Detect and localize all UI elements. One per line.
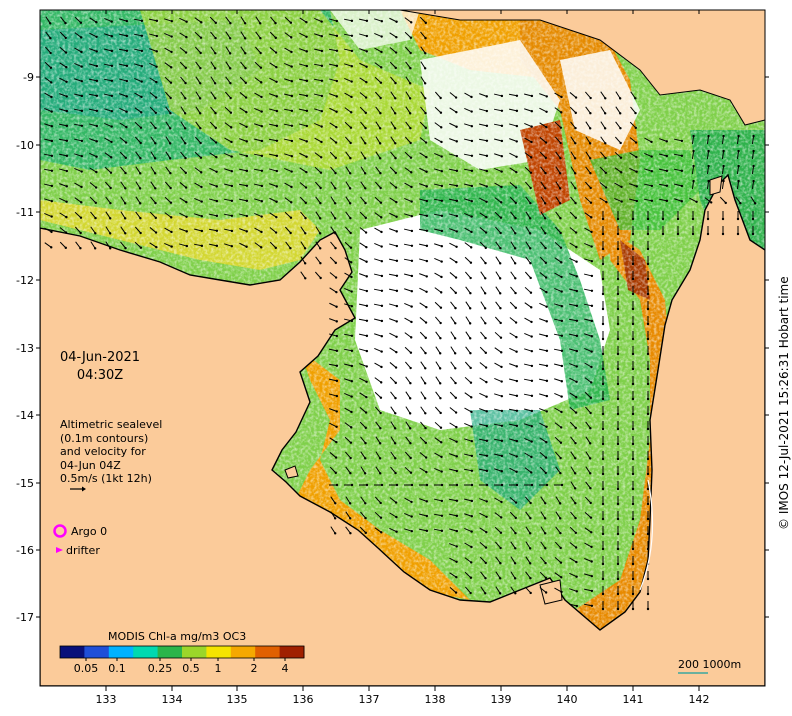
colorbar-tick-label: 0.05 [74,662,99,675]
longitude-tick-label: 137 [359,693,380,706]
latitude-tick-label: -17 [16,611,34,624]
latitude-tick-label: -9 [23,71,34,84]
latitude-tick-label: -14 [16,409,34,422]
velocity-arrows [43,16,757,611]
colorbar-tick-label: 0.1 [108,662,126,675]
latitude-axis: -9 -10 -11 -12 -13 -14 -15 -16 -17 [16,71,769,624]
map-date: 04-Jun-2021 [60,350,141,365]
velocity-line: Altimetric sealevel [60,418,163,431]
velocity-line: and velocity for [60,445,146,458]
colorbar-swatch [133,646,159,658]
colorbar-tick-label: 2 [251,662,258,675]
longitude-tick-label: 135 [227,693,248,706]
colorbar-swatch [182,646,207,658]
colorbar: 0.05 0.1 0.25 0.5 1 2 4 [59,645,305,675]
map-datetime: 04-Jun-2021 04:30Z [60,349,140,385]
colorbar-swatch [230,646,256,658]
longitude-tick-label: 133 [96,693,117,706]
latitude-tick-label: -13 [16,342,34,355]
drifter-icon [56,547,63,553]
longitude-tick-label: 136 [293,693,314,706]
longitude-tick-label: 141 [623,693,644,706]
velocity-line: (0.1m contours) [60,431,149,445]
latitude-tick-label: -12 [16,274,34,287]
argo-label: Argo 0 [71,525,108,538]
colorbar-swatch [206,646,232,658]
longitude-tick-label: 134 [162,693,183,706]
colorbar-tick-label: 4 [282,662,289,675]
colorbar-swatch [84,646,110,658]
credit-text: © IMOS 12-Jul-2021 15:26:31 Hobart time [777,276,791,530]
latitude-tick-label: -16 [16,544,34,557]
colorbar-tick-label: 0.5 [182,662,200,675]
longitude-tick-label: 139 [491,693,512,706]
sealevel-contour [639,479,654,591]
latitude-tick-label: -10 [16,139,34,152]
argo-icon [53,524,67,538]
drifter-label: drifter [66,544,100,557]
colorbar-swatch [157,646,183,658]
longitude-axis: 133 134 135 136 137 138 139 140 141 142 [96,10,710,706]
map-time: 04:30Z [76,368,124,383]
colorbar-swatch [279,646,305,658]
latitude-tick-label: -11 [16,206,34,219]
colorbar-swatch [255,646,281,658]
velocity-line: 04-Jun 04Z [60,458,121,472]
colorbar-swatch [108,646,134,658]
velocity-legend: Altimetric sealevel (0.1m contours) and … [60,418,162,486]
longitude-tick-label: 140 [557,693,578,706]
velocity-line: 0.5m/s (1kt 12h) [60,472,152,485]
bathymetry-scale-label: 200 1000m [678,658,742,671]
land [40,10,765,686]
colorbar-tick-label: 1 [215,662,222,675]
latitude-tick-label: -15 [16,477,34,490]
colorbar-swatch [60,646,85,658]
longitude-tick-label: 142 [689,693,710,706]
longitude-tick-label: 138 [425,693,446,706]
colorbar-title: MODIS Chl-a mg/m3 OC3 [108,630,247,643]
colorbar-tick-label: 0.25 [148,662,173,675]
